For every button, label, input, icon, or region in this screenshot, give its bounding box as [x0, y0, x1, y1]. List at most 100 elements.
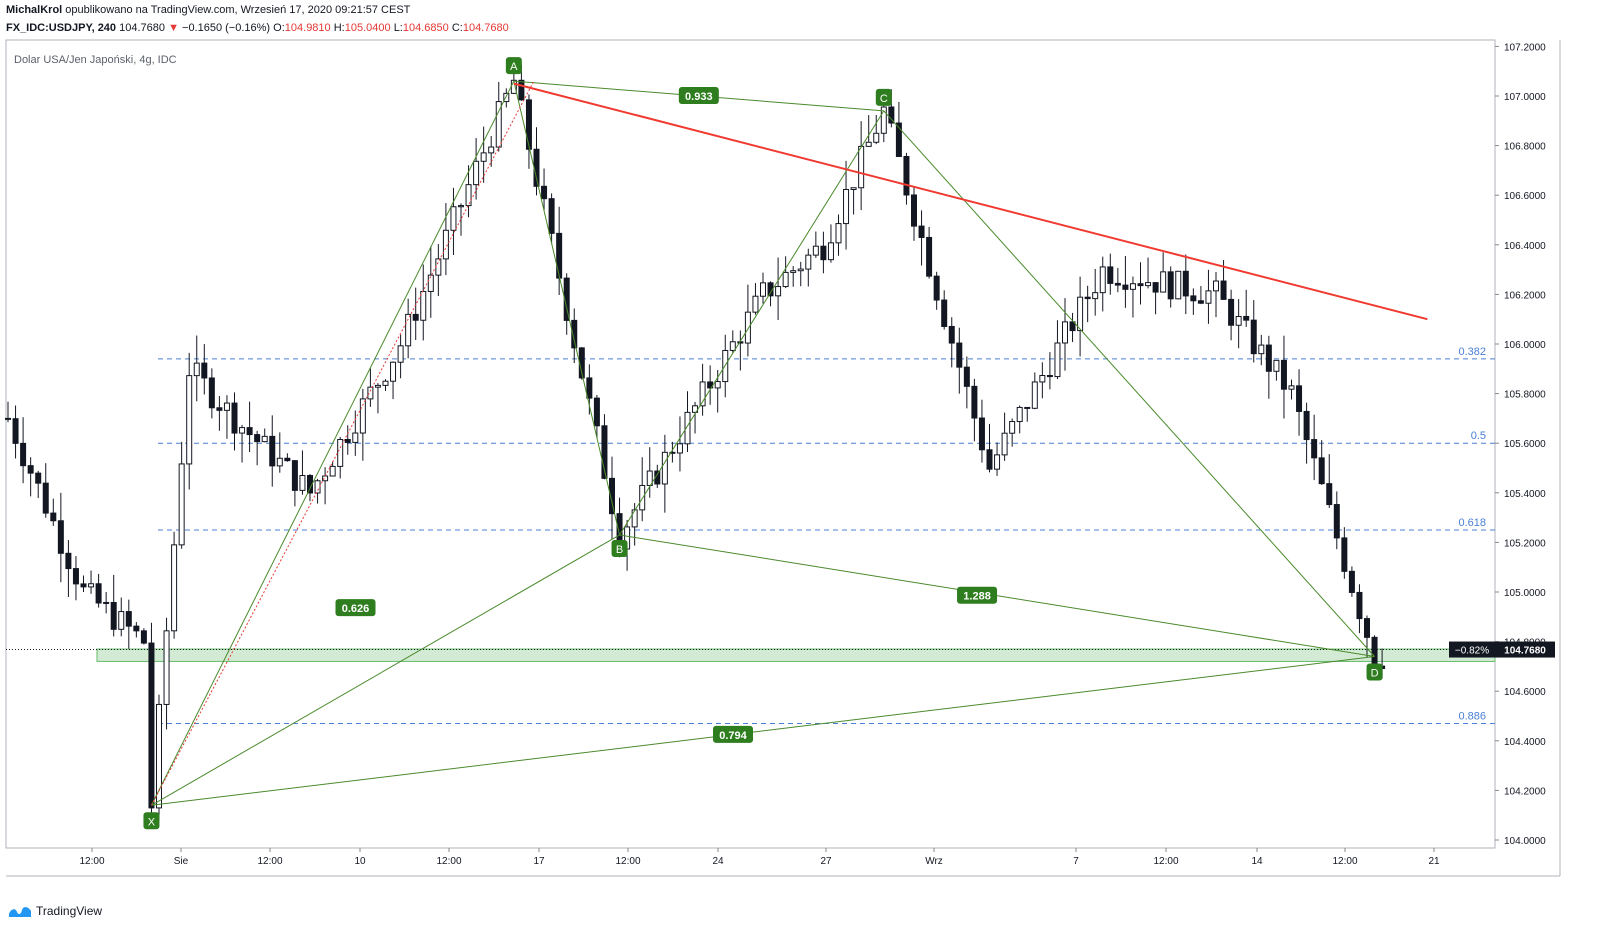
- candle-body: [473, 160, 480, 186]
- x-tick-label: 12:00: [257, 856, 282, 867]
- fib-level-label: 0.5: [1471, 430, 1486, 442]
- candle-body: [1205, 290, 1212, 304]
- candle-body: [193, 362, 200, 377]
- candle-body: [27, 465, 34, 474]
- candle-body: [216, 407, 223, 411]
- candle-body: [812, 245, 819, 256]
- candle-body: [926, 236, 933, 277]
- candle-body: [1099, 266, 1106, 294]
- candle-body: [1152, 282, 1159, 293]
- candle-body: [20, 442, 27, 467]
- candle-body: [556, 232, 563, 279]
- candle-body: [261, 435, 268, 443]
- ratio-box: [678, 87, 719, 104]
- candle-body: [752, 295, 759, 313]
- candle-body: [239, 427, 246, 434]
- candle-body: [1280, 359, 1287, 390]
- candle-body: [1092, 292, 1099, 300]
- ohlc-bar: FX_IDC:USDJPY, 240 104.7680 ▼ −0.1650 (−…: [6, 22, 509, 34]
- candle-body: [442, 229, 449, 260]
- leg-xd: [151, 655, 1375, 806]
- candle-body: [1175, 270, 1182, 300]
- x-tick-label: 12:00: [1332, 856, 1357, 867]
- candle-body: [1077, 296, 1084, 332]
- candle-body: [941, 299, 948, 327]
- point-label-c: C: [880, 93, 888, 105]
- candle-body: [571, 319, 578, 349]
- fib-level-label: 0.886: [1458, 710, 1486, 722]
- candle-body: [797, 268, 804, 272]
- candle-body: [337, 439, 344, 467]
- open-label: O:: [273, 22, 285, 34]
- candle-body: [1145, 282, 1152, 287]
- candle-body: [72, 568, 79, 585]
- candle-body: [1296, 385, 1303, 412]
- y-tick-label: 107.2000: [1504, 42, 1546, 53]
- ratio-label: 0.794: [719, 730, 747, 742]
- symbol-label: FX_IDC:USDJPY, 240: [6, 22, 117, 34]
- low-label: L:: [393, 22, 403, 34]
- candle-body: [669, 451, 676, 454]
- candle-body: [918, 225, 925, 238]
- candle-body: [782, 271, 789, 288]
- ratio-box: [957, 586, 998, 604]
- candle-body: [1235, 315, 1242, 326]
- candle-body: [231, 402, 238, 434]
- candle-body: [208, 377, 215, 409]
- candle-body: [156, 703, 162, 809]
- candle-body: [873, 132, 880, 143]
- candle-body: [1167, 271, 1174, 300]
- candle-body: [790, 270, 797, 273]
- publish-info: MichalKrol opublikowano na TradingView.c…: [6, 4, 410, 16]
- leg-bd: [619, 534, 1375, 657]
- candle-body: [1031, 381, 1038, 409]
- candle-body: [382, 380, 389, 386]
- point-label-b: B: [616, 544, 623, 556]
- fib-level-label: 0.382: [1458, 346, 1486, 358]
- candle-body: [978, 417, 985, 451]
- candle-body: [50, 512, 57, 522]
- candle-body: [843, 189, 850, 225]
- x-tick-label: 12:00: [1153, 856, 1178, 867]
- candle-body: [684, 411, 691, 445]
- candle-body: [911, 194, 917, 227]
- candle-body: [1326, 483, 1333, 506]
- point-label-d: D: [1371, 667, 1379, 679]
- support-zone: [96, 648, 1496, 662]
- y-tick-label: 104.4000: [1504, 737, 1546, 748]
- candle-body: [699, 381, 706, 407]
- candle-body: [65, 552, 72, 570]
- candle-body: [314, 480, 321, 494]
- candle-body: [1258, 344, 1265, 355]
- candle-body: [1069, 321, 1076, 332]
- x-tick-label: 24: [712, 856, 724, 867]
- candle-body: [435, 258, 442, 276]
- candle-body: [601, 425, 608, 479]
- candle-body: [888, 106, 895, 124]
- candle-body: [148, 642, 155, 809]
- candle-body: [1137, 283, 1144, 287]
- candle-body: [661, 451, 668, 485]
- candle-body: [458, 205, 464, 208]
- tradingview-brand[interactable]: TradingView: [8, 904, 102, 918]
- candle-body: [1288, 385, 1295, 390]
- x-tick-label: 10: [354, 856, 366, 867]
- candle-body: [163, 630, 170, 705]
- author-name[interactable]: MichalKrol: [6, 4, 63, 16]
- candle-body: [541, 185, 548, 200]
- x-tick-label: 12:00: [615, 856, 640, 867]
- candle-body: [178, 463, 185, 546]
- candle-body: [465, 184, 472, 207]
- candle-body: [246, 427, 253, 436]
- candle-body: [1213, 280, 1219, 292]
- y-tick-label: 107.0000: [1504, 92, 1546, 103]
- candle-body: [895, 122, 902, 157]
- candle-body: [1273, 359, 1280, 372]
- down-arrow-icon: ▼: [168, 22, 179, 34]
- resistance-trendline: [513, 82, 1428, 321]
- y-tick-label: 106.2000: [1504, 290, 1546, 301]
- candle-body: [284, 457, 291, 462]
- candle-body: [1265, 344, 1272, 372]
- candle-body: [820, 245, 827, 261]
